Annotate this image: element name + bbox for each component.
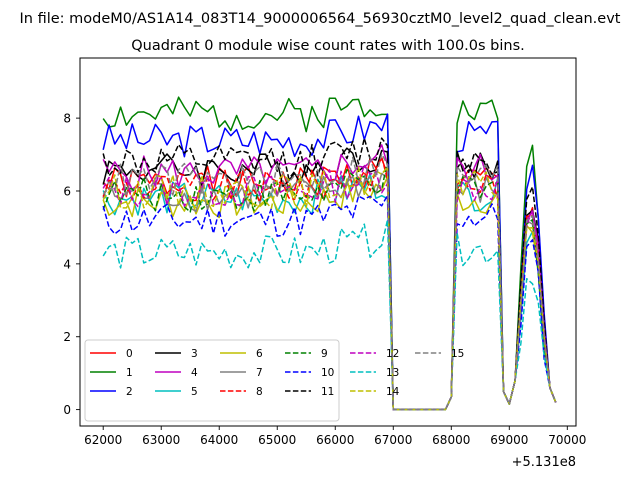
x-tick-label: 64000 [200,433,238,447]
figure-suptitle: In file: modeM0/AS1A14_083T14_9000006564… [20,11,621,27]
x-tick-label: 63000 [142,433,180,447]
legend-label-0: 0 [126,348,133,360]
series-line-2 [102,113,557,411]
x-axis: 62000 63000 64000 65000 66000 67000 68000 69000… [84,426,586,447]
y-tick-label: 4 [63,257,71,271]
x-tick-label: 67000 [374,433,412,447]
legend-label-10: 10 [321,367,334,379]
legend-box [84,339,340,422]
legend-label-3: 3 [191,348,198,360]
series-layer [102,96,557,411]
y-tick-label: 6 [63,184,71,198]
plot-frame [79,57,577,427]
series-line-8 [102,156,557,411]
legend-label-4: 4 [191,367,198,379]
x-axis-offset-label: +5.131e8 [512,455,576,470]
x-tick-label: 62000 [84,433,122,447]
legend-label-6: 6 [256,348,263,360]
legend-label-2: 2 [126,386,133,398]
legend-label-14: 14 [386,386,400,398]
legend-label-7: 7 [256,367,263,379]
y-tick-label: 8 [63,112,71,126]
legend-label-8: 8 [256,386,263,398]
x-tick-label: 65000 [258,433,296,447]
legend-label-9: 9 [321,348,328,360]
series-line-14 [102,165,557,411]
x-tick-label: 70000 [548,433,586,447]
series-line-1 [102,96,557,411]
series-line-13 [102,219,557,411]
legend-label-1: 1 [126,367,133,379]
series-line-7 [102,172,557,411]
legend-label-13: 13 [386,367,399,379]
series-line-9 [102,160,557,411]
y-axis: 0 2 4 6 8 [63,112,80,417]
y-tick-label: 2 [63,330,71,344]
series-line-12 [102,164,557,411]
chart-title: Quadrant 0 module wise count rates with … [131,38,525,54]
x-tick-label: 68000 [432,433,470,447]
series-line-15 [102,153,557,411]
series-line-11 [102,137,557,411]
x-tick-label: 69000 [490,433,528,447]
legend-label-12: 12 [386,348,399,360]
legend-label-11: 11 [321,386,334,398]
x-tick-label: 66000 [316,433,354,447]
legend-label-15: 15 [451,348,464,360]
legend-label-5: 5 [191,386,198,398]
y-tick-label: 0 [63,403,71,417]
